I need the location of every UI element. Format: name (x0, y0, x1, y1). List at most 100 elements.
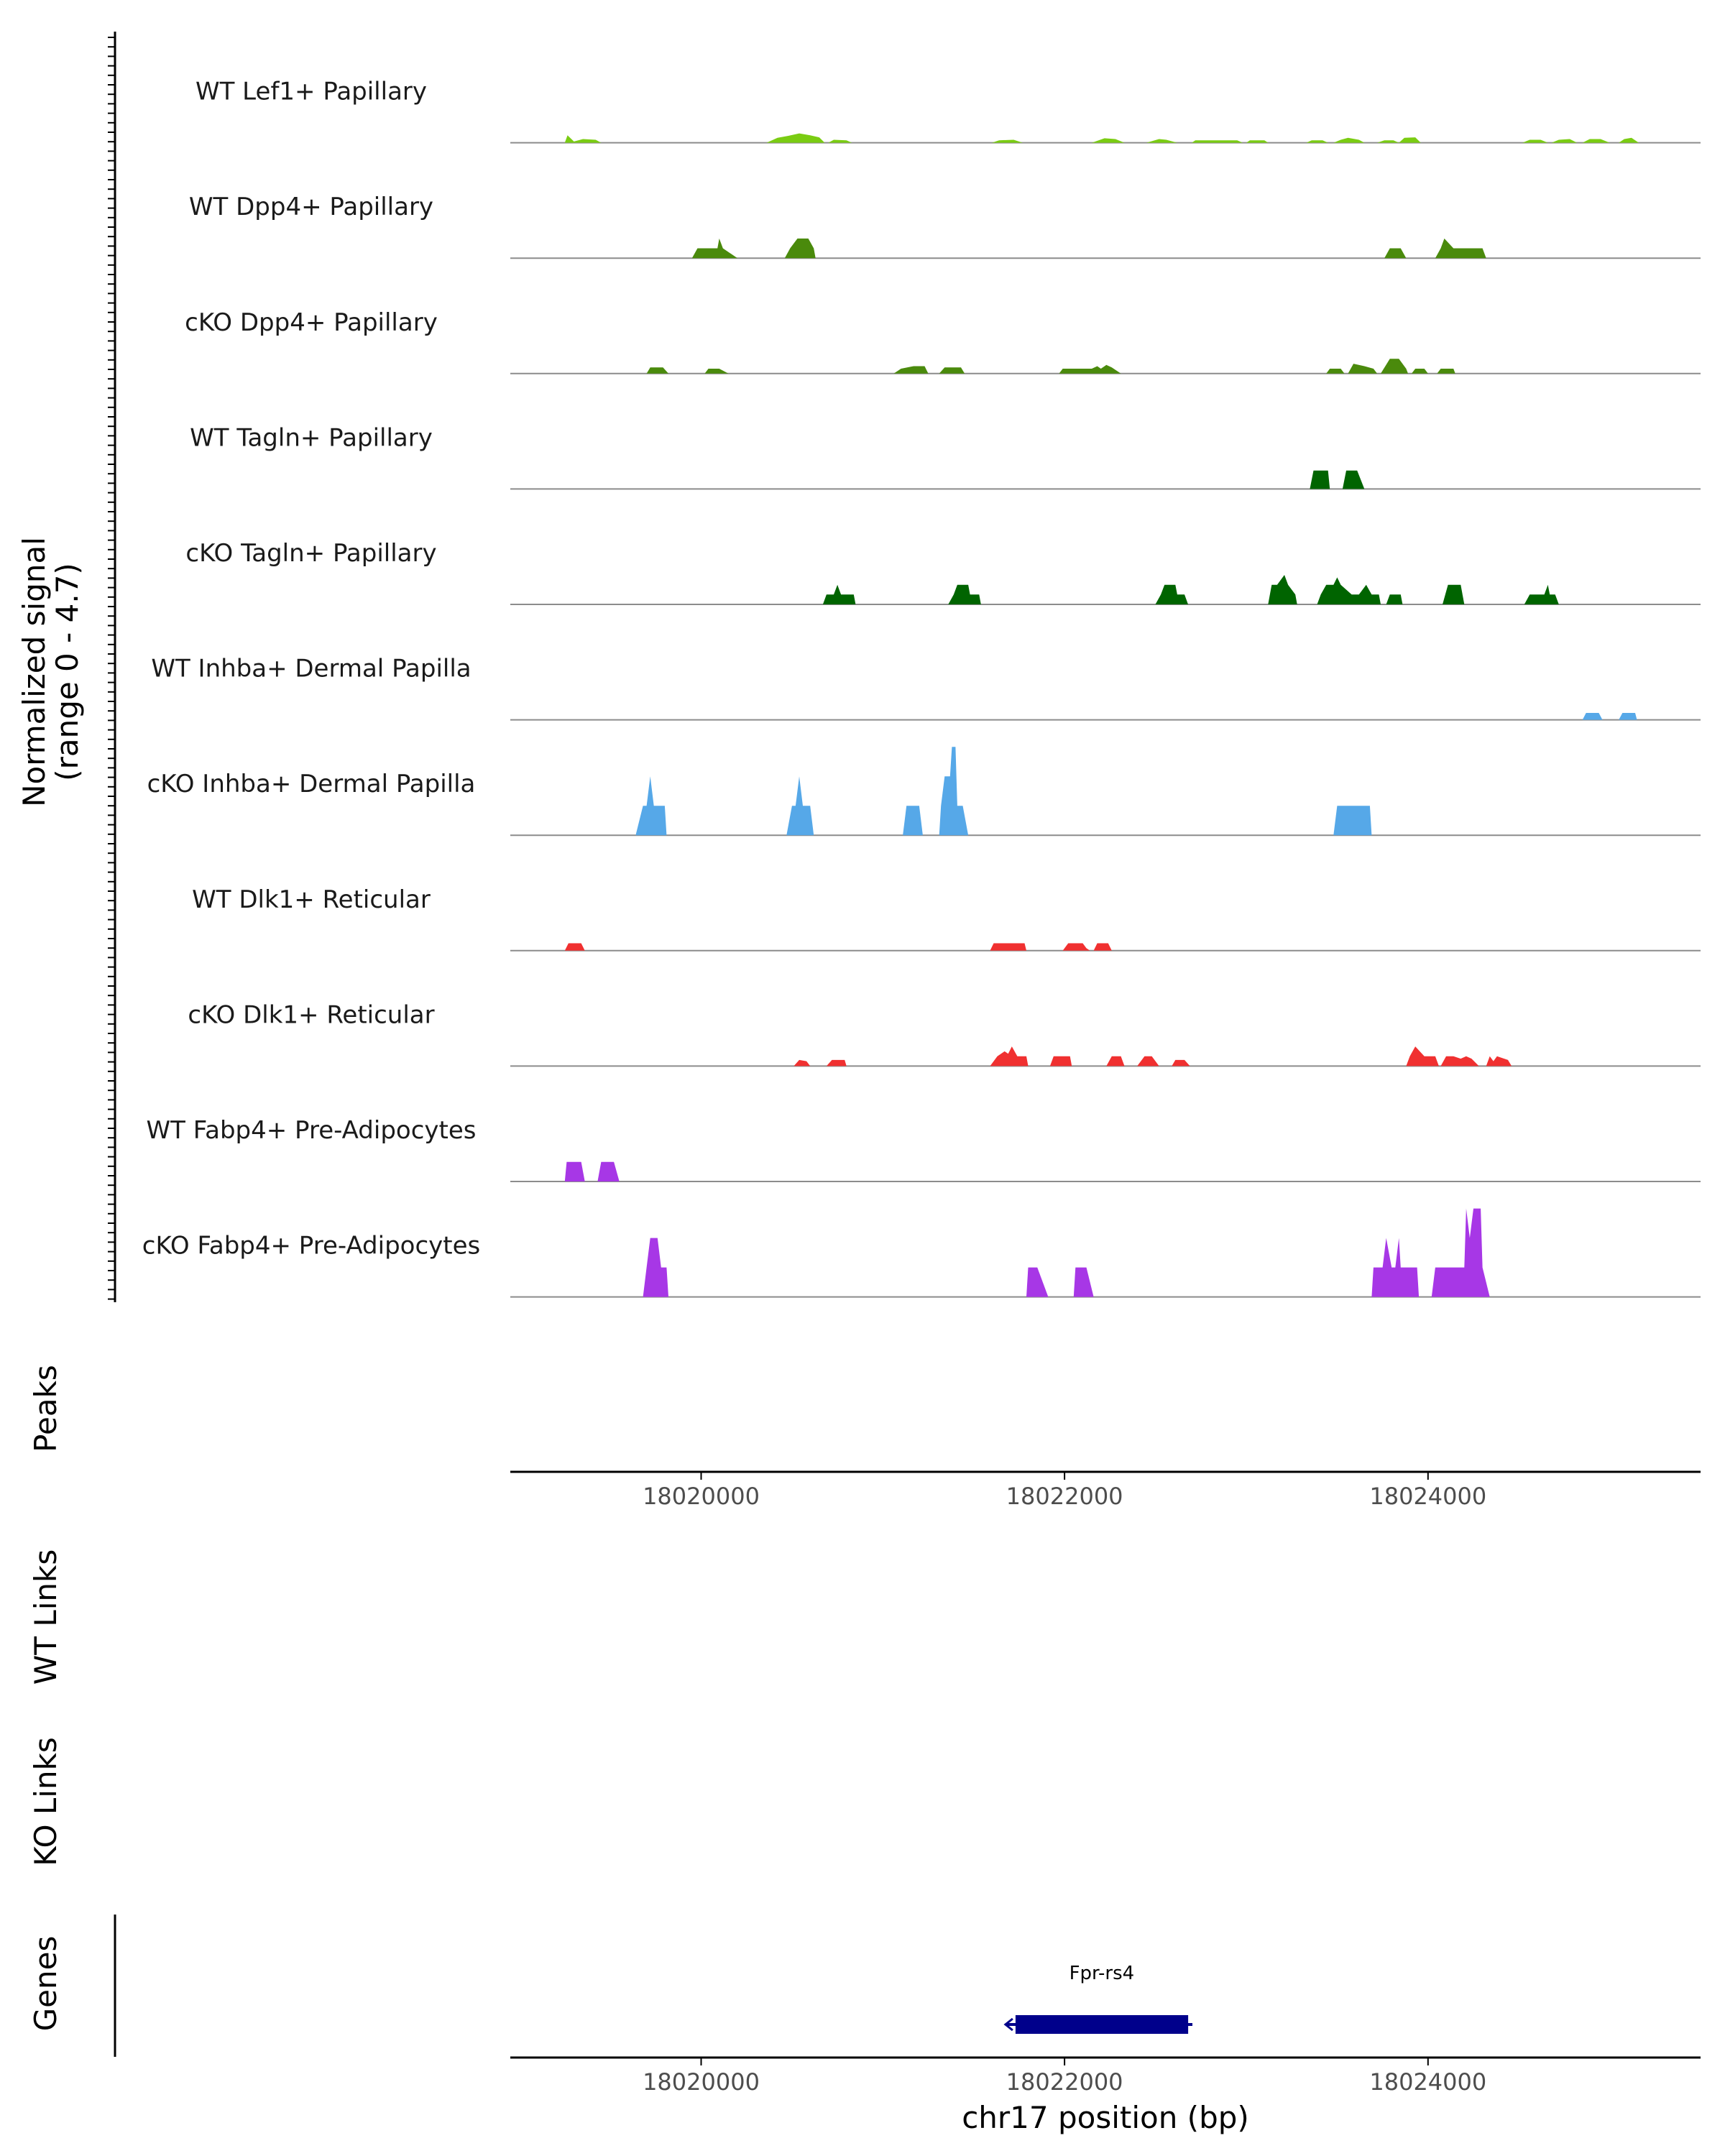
signal-peak (597, 1161, 620, 1181)
signal-peak (1073, 1267, 1094, 1297)
genes-x-axis-tick-label: 18022000 (1006, 2068, 1123, 2096)
track-area-group (635, 747, 1372, 836)
signal-peak (1619, 137, 1639, 143)
signal-peak (1137, 1056, 1159, 1067)
signal-peak (1486, 1056, 1512, 1067)
signal-peak (766, 133, 825, 143)
track-area-group (1582, 713, 1637, 720)
signal-axis-label-line1: Normalized signal (17, 537, 52, 807)
signal-peak (1059, 364, 1121, 374)
ko-links-label-group: KO Links (28, 1737, 63, 1866)
track-label: WT Tagln+ Papillary (190, 423, 433, 452)
signal-peak (564, 135, 602, 143)
signal-peak (786, 776, 814, 836)
signal-peak (691, 238, 737, 259)
signal-peak (646, 367, 668, 374)
signal-peak (1399, 137, 1421, 143)
track-label: cKO Fabp4+ Pre-Adipocytes (142, 1232, 481, 1261)
signal-peak (704, 369, 729, 374)
peaks-label-group: Peaks (28, 1365, 63, 1452)
signal-peak (1443, 584, 1465, 604)
signal-peak (1146, 139, 1177, 143)
track-area-group (1310, 470, 1365, 489)
x-axis-title: chr17 position (bp) (962, 2100, 1249, 2135)
signal-peak (1342, 470, 1365, 489)
peaks-x-axis-tick-label: 18024000 (1369, 1483, 1486, 1510)
genes-x-axis-tick-label: 18024000 (1369, 2068, 1486, 2096)
track-area-group (564, 133, 1639, 143)
track-area-group (564, 1161, 620, 1181)
signal-peak (1026, 1267, 1049, 1297)
signal-peak (1306, 140, 1328, 143)
signal-peak (1093, 943, 1112, 951)
track-labels: WT Lef1+ Papillary WT Dpp4+ Papillary cKO … (142, 78, 481, 1261)
track-area-group (794, 1046, 1512, 1067)
signal-peak (1106, 1056, 1125, 1067)
signal-peak (992, 139, 1023, 143)
track-area-group (643, 1208, 1490, 1297)
signal-peak (1377, 140, 1399, 143)
track-label: cKO Inhba+ Dermal Papilla (147, 770, 476, 798)
signal-peak (826, 1059, 847, 1067)
signal-axis-label-line2: (range 0 - 4.7) (50, 563, 85, 781)
track-label: WT Dlk1+ Reticular (192, 885, 431, 914)
ko-links-label: KO Links (28, 1737, 63, 1866)
genes-x-axis-tick-label: 18020000 (643, 2068, 760, 2096)
gene-name-label: Fpr-rs4 (1070, 1963, 1135, 1984)
peaks-x-axis-ticks: 18020000 18022000 18024000 (643, 1473, 1486, 1510)
track-area-group (822, 575, 1559, 604)
signal-peak (990, 1046, 1029, 1067)
signal-peak (1582, 139, 1610, 143)
signal-peak (1172, 1059, 1190, 1067)
signal-peak (1371, 1238, 1420, 1297)
signal-peak (1155, 584, 1188, 604)
signal-peak (1437, 369, 1455, 374)
signal-peak (1582, 713, 1603, 720)
signal-peak (1310, 470, 1330, 489)
signal-peak (1386, 594, 1403, 604)
signal-peak (1406, 1046, 1439, 1067)
signal-peak (1062, 943, 1090, 951)
genes-label: Genes (28, 1936, 63, 2032)
signal-peak (903, 806, 923, 836)
signal-peak (1268, 575, 1297, 604)
genes-label-group: Genes (28, 1936, 63, 2032)
signal-axis-title: Normalized signal (range 0 - 4.7) (17, 537, 85, 807)
signal-peak (1384, 248, 1407, 259)
signal-peak (939, 367, 965, 374)
signal-peak (939, 747, 969, 836)
track-label: WT Lef1+ Papillary (196, 78, 427, 106)
signal-peak (1246, 140, 1269, 143)
track-label: WT Fabp4+ Pre-Adipocytes (147, 1116, 477, 1145)
signal-peak (1619, 713, 1637, 720)
track-area-group (564, 943, 1112, 951)
signal-peak (564, 1161, 585, 1181)
signal-peak (828, 139, 852, 143)
signal-axis-ticks (108, 37, 115, 1300)
signal-peak (1412, 369, 1428, 374)
wt-links-label-group: WT Links (28, 1549, 63, 1685)
track-area-group (646, 359, 1455, 374)
peaks-label: Peaks (28, 1365, 63, 1452)
signal-peak (643, 1238, 668, 1297)
wt-links-label: WT Links (28, 1549, 63, 1685)
signal-peak (1192, 140, 1243, 143)
signal-peak (1524, 584, 1559, 604)
signal-peak (1348, 364, 1377, 374)
signal-peak (893, 366, 929, 374)
genes-x-axis-ticks: 18020000 18022000 18024000 (643, 2058, 1486, 2096)
signal-peak (1049, 1056, 1072, 1067)
signal-peak (1092, 138, 1125, 143)
signal-peak (1522, 139, 1548, 143)
signal-peak (1381, 359, 1408, 374)
signal-peak (1551, 139, 1578, 143)
signal-peak (1333, 137, 1365, 143)
signal-peak (1431, 1208, 1490, 1297)
signal-peak (784, 238, 816, 259)
signal-peak (564, 943, 585, 951)
signal-peak (1435, 238, 1486, 259)
track-label: cKO Tagln+ Papillary (185, 539, 436, 568)
signal-peak (822, 584, 856, 604)
